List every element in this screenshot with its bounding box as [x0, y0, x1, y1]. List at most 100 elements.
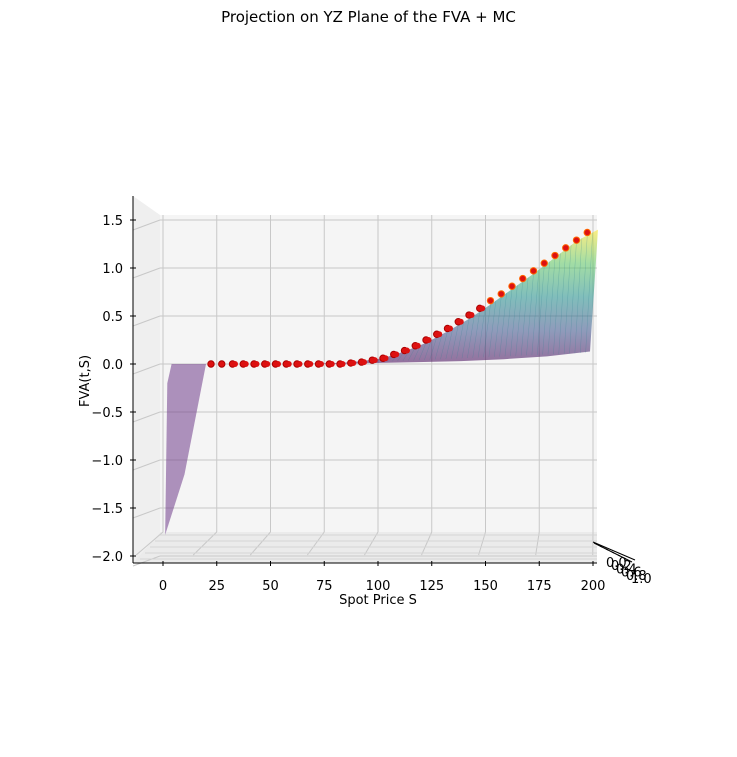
- y-side-grid-line: [132, 363, 161, 375]
- surface-mesh-line: [424, 339, 432, 361]
- mc-point: [404, 347, 410, 354]
- y-tick-label: 0.0: [102, 358, 123, 373]
- x-axis-label: Spot Price S: [339, 593, 417, 608]
- mc-point: [232, 361, 238, 367]
- y-tick-label: −1.0: [91, 454, 123, 469]
- mc-point: [479, 305, 486, 312]
- surface-patch: [168, 229, 598, 364]
- mc-points: [207, 228, 591, 368]
- surface-spike: [165, 364, 206, 535]
- mc-point: [551, 251, 559, 260]
- surface-mesh-line: [515, 281, 523, 356]
- surface-mesh-line: [451, 325, 459, 359]
- mc-point: [350, 360, 357, 367]
- mc-point: [253, 361, 260, 367]
- grid-lines: [132, 215, 597, 567]
- mc-point: [318, 361, 324, 367]
- x-floor-grid-line: [192, 531, 218, 556]
- x-floor-grid-line: [135, 531, 164, 556]
- mc-point: [572, 236, 581, 244]
- x-tick-label: 200: [581, 579, 606, 594]
- y-tick-label: 0.5: [102, 310, 123, 325]
- surface-mesh-line: [461, 318, 470, 359]
- surface-mesh-line: [553, 253, 561, 355]
- mc-point: [486, 296, 495, 305]
- x-floor-grid-line: [306, 531, 325, 556]
- x-tick-label: 75: [316, 579, 333, 594]
- y-side-grid-line: [132, 459, 161, 471]
- depth-tick-label: 0.6: [621, 566, 642, 581]
- mc-point: [371, 357, 378, 364]
- y-axis-label: FVA(t,S): [78, 355, 93, 407]
- mc-point: [307, 361, 314, 367]
- mc-point: [497, 290, 505, 298]
- surface-mesh-line: [563, 245, 572, 354]
- axes: [130, 196, 636, 566]
- surface-mesh-line: [408, 347, 416, 361]
- surface-mesh-line: [574, 238, 583, 354]
- mc-point: [275, 361, 281, 367]
- surface-mesh-line: [477, 308, 486, 358]
- x-tick-label: 100: [366, 579, 391, 594]
- depth-tick-mark: [623, 557, 633, 563]
- mc-point: [328, 361, 335, 367]
- x-floor-grid-line: [478, 531, 486, 556]
- surface: [165, 229, 598, 535]
- surface-mesh-line: [445, 328, 454, 360]
- y-tick-label: 1.0: [102, 262, 123, 277]
- mc-point: [519, 274, 527, 283]
- surface-mesh-line: [585, 232, 593, 353]
- surface-mesh-line: [520, 277, 529, 356]
- surface-mesh-line: [531, 269, 540, 356]
- mc-point: [296, 361, 303, 367]
- surface-mesh-line: [580, 235, 588, 353]
- surface-mesh-line: [456, 321, 464, 359]
- mc-point: [382, 355, 389, 362]
- y-side-grid-line: [132, 411, 161, 423]
- y-tick-label: −2.0: [91, 550, 123, 565]
- x-floor-grid-line: [249, 531, 271, 556]
- mc-point: [393, 351, 400, 358]
- depth-tick-label: 0.8: [626, 569, 647, 584]
- surface-mesh-line: [547, 257, 556, 355]
- depth-tick-label: 0.2: [611, 559, 632, 574]
- chart-title: Projection on YZ Plane of the FVA + MC: [221, 8, 516, 26]
- mc-point: [468, 312, 475, 319]
- mc-point: [361, 359, 367, 366]
- y-tick-label: −1.5: [91, 502, 123, 517]
- mc-point: [562, 244, 570, 252]
- surface-mesh-line: [558, 249, 566, 354]
- mc-point: [264, 361, 271, 367]
- surface-mesh-line: [483, 304, 491, 358]
- surface-mesh-line: [429, 337, 437, 360]
- depth-tick-label: 1.0: [631, 572, 652, 587]
- mc-point: [425, 337, 432, 343]
- mc-point: [285, 361, 292, 367]
- surface-mesh-line: [494, 296, 502, 357]
- x-floor-grid-line: [421, 531, 433, 556]
- mc-point: [529, 267, 538, 275]
- mc-point: [339, 361, 346, 367]
- mc-point: [218, 360, 226, 368]
- surface-mesh-line: [418, 342, 427, 361]
- surface-mesh-line: [434, 334, 443, 360]
- mc-point: [540, 259, 548, 267]
- mc-point: [508, 282, 516, 290]
- y-tick-label: −0.5: [91, 406, 123, 421]
- tick-labels: 0 25 50 75 100 125 150 175 200 −2.0 −1.5 −1.0 −0.5 0.…: [91, 214, 651, 594]
- y-side-grid-line: [132, 507, 161, 519]
- depth-axis-line: [592, 541, 636, 561]
- x-tick-label: 25: [208, 579, 225, 594]
- surface-mesh-line: [526, 273, 534, 356]
- side-pane: [133, 196, 160, 563]
- depth-tick-label: 0.4: [616, 562, 637, 577]
- surface-mesh-line: [510, 285, 518, 357]
- x-tick-label: 175: [527, 579, 552, 594]
- surface-mesh-line: [499, 292, 507, 357]
- surface-mesh-line: [488, 300, 497, 358]
- x-tick-label: 125: [419, 579, 444, 594]
- mc-point: [414, 342, 421, 349]
- x-tick-label: 150: [473, 579, 498, 594]
- surface-mesh-line: [569, 241, 577, 354]
